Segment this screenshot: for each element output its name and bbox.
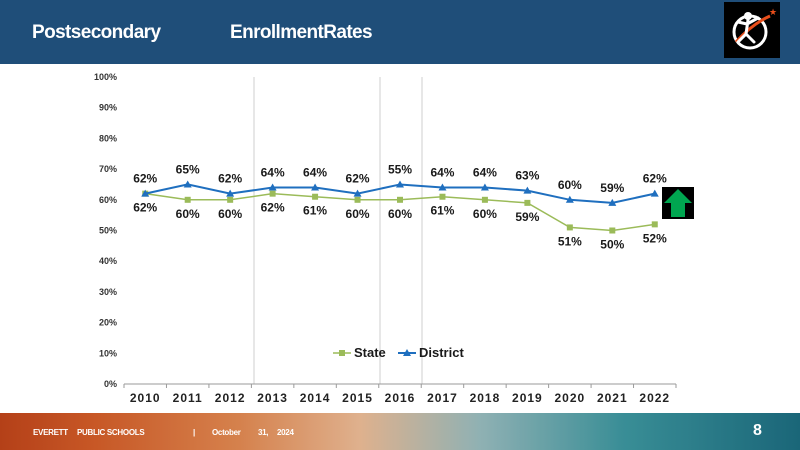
state-data-label: 50% — [600, 238, 624, 252]
svg-text:★: ★ — [769, 8, 777, 18]
y-tick-label: 70% — [99, 164, 117, 174]
district-point — [650, 189, 659, 197]
y-tick-label: 50% — [99, 226, 117, 236]
district-point — [141, 189, 150, 197]
footer-org-schools: PUBLIC SCHOOLS — [77, 428, 145, 437]
district-point — [523, 186, 532, 194]
x-tick-label: 2011 — [173, 391, 203, 405]
district-data-label: 63% — [515, 169, 539, 183]
footer-separator: | — [193, 428, 195, 437]
district-data-label: 62% — [133, 172, 157, 186]
x-tick-label: 2021 — [597, 391, 628, 405]
district-data-label: 64% — [473, 166, 497, 180]
district-data-label: 64% — [261, 166, 285, 180]
district-point — [438, 183, 447, 191]
state-data-label: 51% — [558, 234, 582, 248]
state-point — [184, 196, 191, 203]
x-tick-label: 2012 — [215, 391, 246, 405]
state-data-label: 52% — [643, 231, 667, 245]
district-point — [396, 180, 404, 188]
y-tick-label: 60% — [99, 195, 117, 205]
state-point — [651, 221, 658, 228]
x-tick-label: 2019 — [512, 391, 543, 405]
up-arrow-icon — [664, 189, 692, 217]
state-point — [397, 196, 403, 203]
footer-org: EVERETT — [33, 428, 68, 437]
district-data-label: 55% — [388, 162, 412, 176]
x-tick-label: 2016 — [385, 391, 416, 405]
state-point — [269, 190, 276, 197]
y-tick-label: 100% — [94, 72, 117, 82]
state-point — [481, 196, 488, 203]
x-tick-label: 2022 — [639, 391, 670, 405]
district-point — [608, 198, 617, 206]
footer-bar: EVERETT PUBLIC SCHOOLS | October 31, 202… — [0, 413, 800, 450]
runner-logo-icon: ★ — [724, 2, 780, 58]
footer-date-day: 31, — [258, 428, 269, 437]
district-data-label: 62% — [218, 172, 242, 186]
district-data-label: 59% — [600, 181, 624, 195]
district-data-label: 62% — [346, 172, 370, 186]
state-data-label: 60% — [176, 207, 200, 221]
state-point — [227, 196, 234, 203]
y-tick-label: 80% — [99, 133, 117, 143]
state-point — [312, 193, 319, 200]
state-point — [566, 224, 573, 231]
x-tick-label: 2015 — [342, 391, 373, 405]
header-bar: Postsecondary EnrollmentRates ★ — [0, 0, 800, 64]
district-data-label: 65% — [176, 162, 200, 176]
district-point — [353, 189, 362, 197]
x-tick-label: 2010 — [130, 391, 161, 405]
legend-district-marker — [403, 349, 411, 356]
legend-state-marker — [339, 350, 345, 356]
state-data-label: 62% — [133, 201, 157, 215]
district-point — [565, 195, 574, 203]
district-data-label: 64% — [303, 166, 327, 180]
x-tick-label: 2017 — [427, 391, 458, 405]
state-data-label: 60% — [388, 207, 412, 221]
x-tick-label: 2014 — [300, 391, 331, 405]
district-point — [311, 183, 320, 191]
x-tick-label: 2013 — [257, 391, 288, 405]
state-data-label: 59% — [515, 210, 539, 224]
state-point — [439, 193, 446, 200]
legend-district-label: District — [419, 345, 464, 360]
x-tick-label: 2018 — [470, 391, 501, 405]
y-tick-label: 10% — [99, 348, 117, 358]
enrollment-line-chart: 0% 10% 20% 30% 40% 50% 60% 70% 80% 90% 100% 2010 201… — [94, 72, 694, 405]
state-data-label: 61% — [430, 204, 454, 218]
state-point — [354, 196, 361, 203]
district-point — [226, 189, 235, 197]
page-number: 8 — [753, 422, 762, 439]
state-data-label: 60% — [218, 207, 242, 221]
page-subtitle: EnrollmentRates — [230, 22, 373, 43]
y-tick-label: 0% — [104, 379, 117, 389]
state-data-label: 60% — [346, 207, 370, 221]
state-data-label: 62% — [261, 201, 285, 215]
state-data-label: 61% — [303, 204, 327, 218]
state-point — [524, 199, 531, 206]
y-tick-label: 40% — [99, 256, 117, 266]
district-data-label: 64% — [430, 166, 454, 180]
footer-date-year: 2024 — [277, 428, 294, 437]
district-point — [183, 180, 192, 188]
district-data-label: 60% — [558, 178, 582, 192]
y-tick-label: 20% — [99, 318, 117, 328]
district-point — [268, 183, 277, 191]
district-data-label: 62% — [643, 172, 667, 186]
district-point — [480, 183, 489, 191]
legend-state-label: State — [354, 345, 386, 360]
y-tick-label: 30% — [99, 287, 117, 297]
x-tick-label: 2020 — [554, 391, 585, 405]
y-tick-label: 90% — [99, 103, 117, 113]
footer-date-month: October — [212, 428, 241, 437]
page-title: Postsecondary — [32, 22, 161, 43]
state-point — [609, 227, 616, 234]
state-data-label: 60% — [473, 207, 497, 221]
